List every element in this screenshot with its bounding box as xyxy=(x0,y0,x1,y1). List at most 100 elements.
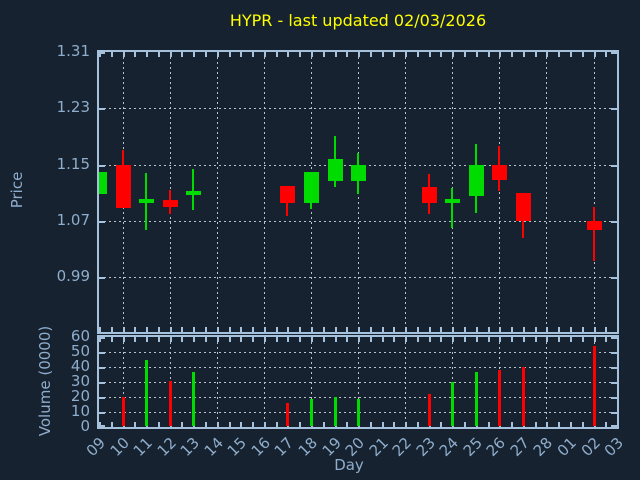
tick-mark xyxy=(322,422,325,427)
volume-bar xyxy=(451,382,455,426)
price-tick-label: 1.31 xyxy=(56,42,90,60)
x-tick-label: 10 xyxy=(106,433,133,461)
tick-mark xyxy=(605,422,608,427)
tick-mark xyxy=(581,327,584,332)
volume-tick-label: 30 xyxy=(70,372,90,390)
candle-body xyxy=(186,191,202,196)
tick-mark xyxy=(428,52,431,57)
tick-mark xyxy=(611,52,617,54)
tick-mark xyxy=(611,277,617,280)
tick-mark xyxy=(593,52,596,57)
tick-mark xyxy=(358,52,360,57)
candle-wick xyxy=(592,206,595,261)
tick-mark xyxy=(452,337,455,342)
tick-mark xyxy=(381,337,384,342)
tick-mark xyxy=(452,52,455,57)
tick-mark xyxy=(511,422,513,427)
tick-mark xyxy=(99,220,105,223)
tick-mark xyxy=(99,52,101,57)
v-gridline xyxy=(216,337,218,427)
tick-mark xyxy=(205,337,207,342)
tick-mark xyxy=(405,337,408,342)
tick-mark xyxy=(440,52,443,57)
tick-mark xyxy=(346,327,349,332)
tick-mark xyxy=(99,164,105,167)
candle-body xyxy=(468,164,484,196)
tick-mark xyxy=(99,337,105,339)
v-gridline xyxy=(546,337,548,427)
tick-mark xyxy=(534,422,537,427)
tick-mark xyxy=(581,422,584,427)
tick-mark xyxy=(569,337,572,342)
candle-body xyxy=(280,185,296,203)
volume-bar xyxy=(521,367,525,426)
volume-bar xyxy=(145,359,149,426)
tick-mark xyxy=(511,327,513,332)
tick-mark xyxy=(252,337,254,342)
tick-mark xyxy=(134,422,137,427)
x-tick-label: 16 xyxy=(247,433,274,461)
tick-mark xyxy=(193,52,196,57)
candle-body xyxy=(139,199,155,203)
tick-mark xyxy=(299,52,302,57)
tick-mark xyxy=(546,337,549,342)
tick-mark xyxy=(110,327,113,332)
tick-mark xyxy=(416,337,419,342)
tick-mark xyxy=(405,422,408,427)
tick-mark xyxy=(322,327,325,332)
x-tick-label: 24 xyxy=(435,433,463,461)
tick-mark xyxy=(275,327,278,332)
x-tick-label: 15 xyxy=(224,433,251,461)
tick-mark xyxy=(99,367,105,369)
tick-mark xyxy=(369,422,372,427)
tick-mark xyxy=(569,327,572,332)
tick-mark xyxy=(99,425,105,427)
tick-mark xyxy=(193,327,196,332)
tick-mark xyxy=(464,52,466,57)
x-tick-label: 12 xyxy=(153,433,180,461)
x-tick-label: 26 xyxy=(483,433,510,461)
x-tick-label: 22 xyxy=(388,433,416,461)
volume-bar xyxy=(592,346,596,426)
tick-mark xyxy=(287,327,290,332)
tick-mark xyxy=(310,52,313,57)
tick-mark xyxy=(405,327,408,332)
tick-mark xyxy=(440,422,443,427)
tick-mark xyxy=(487,52,490,57)
volume-bar xyxy=(168,380,172,426)
tick-mark xyxy=(487,337,490,342)
candle-body xyxy=(421,187,437,203)
tick-mark xyxy=(499,327,502,332)
tick-mark xyxy=(299,337,302,342)
x-tick-label: 01 xyxy=(553,433,580,461)
tick-mark xyxy=(511,337,513,342)
tick-mark xyxy=(110,52,113,57)
tick-mark xyxy=(593,337,596,342)
v-gridline xyxy=(593,52,595,332)
tick-mark xyxy=(452,327,455,332)
tick-mark xyxy=(110,337,113,342)
tick-mark xyxy=(252,327,254,332)
tick-mark xyxy=(99,422,101,427)
tick-mark xyxy=(310,337,313,342)
volume-tick-label: 20 xyxy=(70,387,90,405)
tick-mark xyxy=(263,52,266,57)
tick-mark xyxy=(228,422,231,427)
tick-mark xyxy=(393,337,396,342)
tick-mark xyxy=(216,327,219,332)
x-tick-label: 25 xyxy=(459,433,486,461)
candle-body xyxy=(99,171,107,195)
tick-mark xyxy=(416,327,419,332)
tick-mark xyxy=(358,337,360,342)
x-tick-label: 27 xyxy=(506,433,533,461)
price-plot-area xyxy=(99,52,617,332)
tick-mark xyxy=(216,52,219,57)
volume-bar xyxy=(427,394,431,426)
v-gridline xyxy=(310,337,312,427)
tick-mark xyxy=(369,52,372,57)
volume-bar xyxy=(498,370,502,426)
tick-mark xyxy=(475,52,478,57)
tick-mark xyxy=(263,327,266,332)
volume-bar xyxy=(121,397,125,426)
